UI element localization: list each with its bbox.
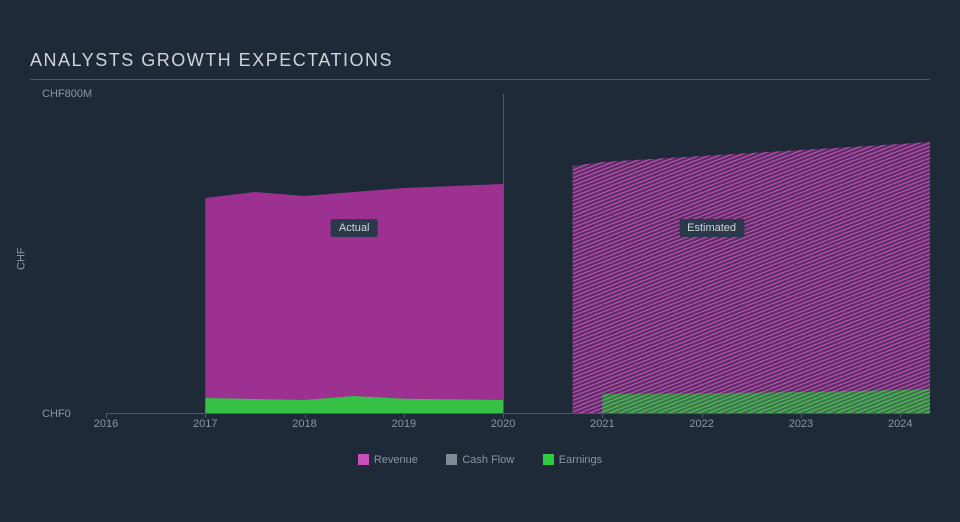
- x-axis-ticks: 201620172018201920202021202220232024: [106, 414, 930, 434]
- region-label-actual: Actual: [331, 219, 378, 237]
- title-underline: [30, 79, 930, 80]
- legend-label: Earnings: [559, 454, 602, 466]
- x-tick-mark: [801, 413, 802, 418]
- x-tick-mark: [503, 413, 504, 418]
- area-chart-svg: [106, 94, 930, 414]
- x-tick-mark: [602, 413, 603, 418]
- x-tick-label: 2019: [392, 418, 416, 430]
- x-tick-mark: [205, 413, 206, 418]
- legend-swatch-revenue: [358, 454, 369, 465]
- actual-estimated-divider: [503, 94, 504, 414]
- x-tick-label: 2016: [94, 418, 118, 430]
- legend-swatch-earnings: [543, 454, 554, 465]
- x-tick-label: 2020: [491, 418, 515, 430]
- y-tick-bottom: CHF0: [42, 408, 71, 420]
- growth-chart: ANALYSTS GROWTH EXPECTATIONS CHF CHF800M…: [30, 50, 930, 492]
- x-tick-mark: [106, 413, 107, 418]
- x-tick-label: 2023: [789, 418, 813, 430]
- region-label-estimated: Estimated: [679, 219, 744, 237]
- y-tick-top: CHF800M: [42, 88, 92, 100]
- x-tick-label: 2024: [888, 418, 912, 430]
- plot-area: Actual Estimated: [106, 94, 930, 414]
- x-tick-label: 2022: [689, 418, 713, 430]
- x-tick-label: 2018: [292, 418, 316, 430]
- x-tick-mark: [702, 413, 703, 418]
- y-axis-label: CHF: [15, 247, 27, 270]
- x-tick-mark: [305, 413, 306, 418]
- x-tick-mark: [900, 413, 901, 418]
- chart-title: ANALYSTS GROWTH EXPECTATIONS: [30, 50, 930, 71]
- legend-label: Revenue: [374, 454, 418, 466]
- x-tick-label: 2021: [590, 418, 614, 430]
- plot-wrap: CHF CHF800M CHF0 Actual Estimated 201620…: [30, 94, 930, 434]
- legend-item-revenue: Revenue: [358, 454, 418, 466]
- legend-item-earnings: Earnings: [543, 454, 602, 466]
- x-tick-label: 2017: [193, 418, 217, 430]
- legend-swatch-cashflow: [446, 454, 457, 465]
- legend-item-cashflow: Cash Flow: [446, 454, 514, 466]
- legend-label: Cash Flow: [462, 454, 514, 466]
- chart-legend: Revenue Cash Flow Earnings: [30, 452, 930, 470]
- x-tick-mark: [404, 413, 405, 418]
